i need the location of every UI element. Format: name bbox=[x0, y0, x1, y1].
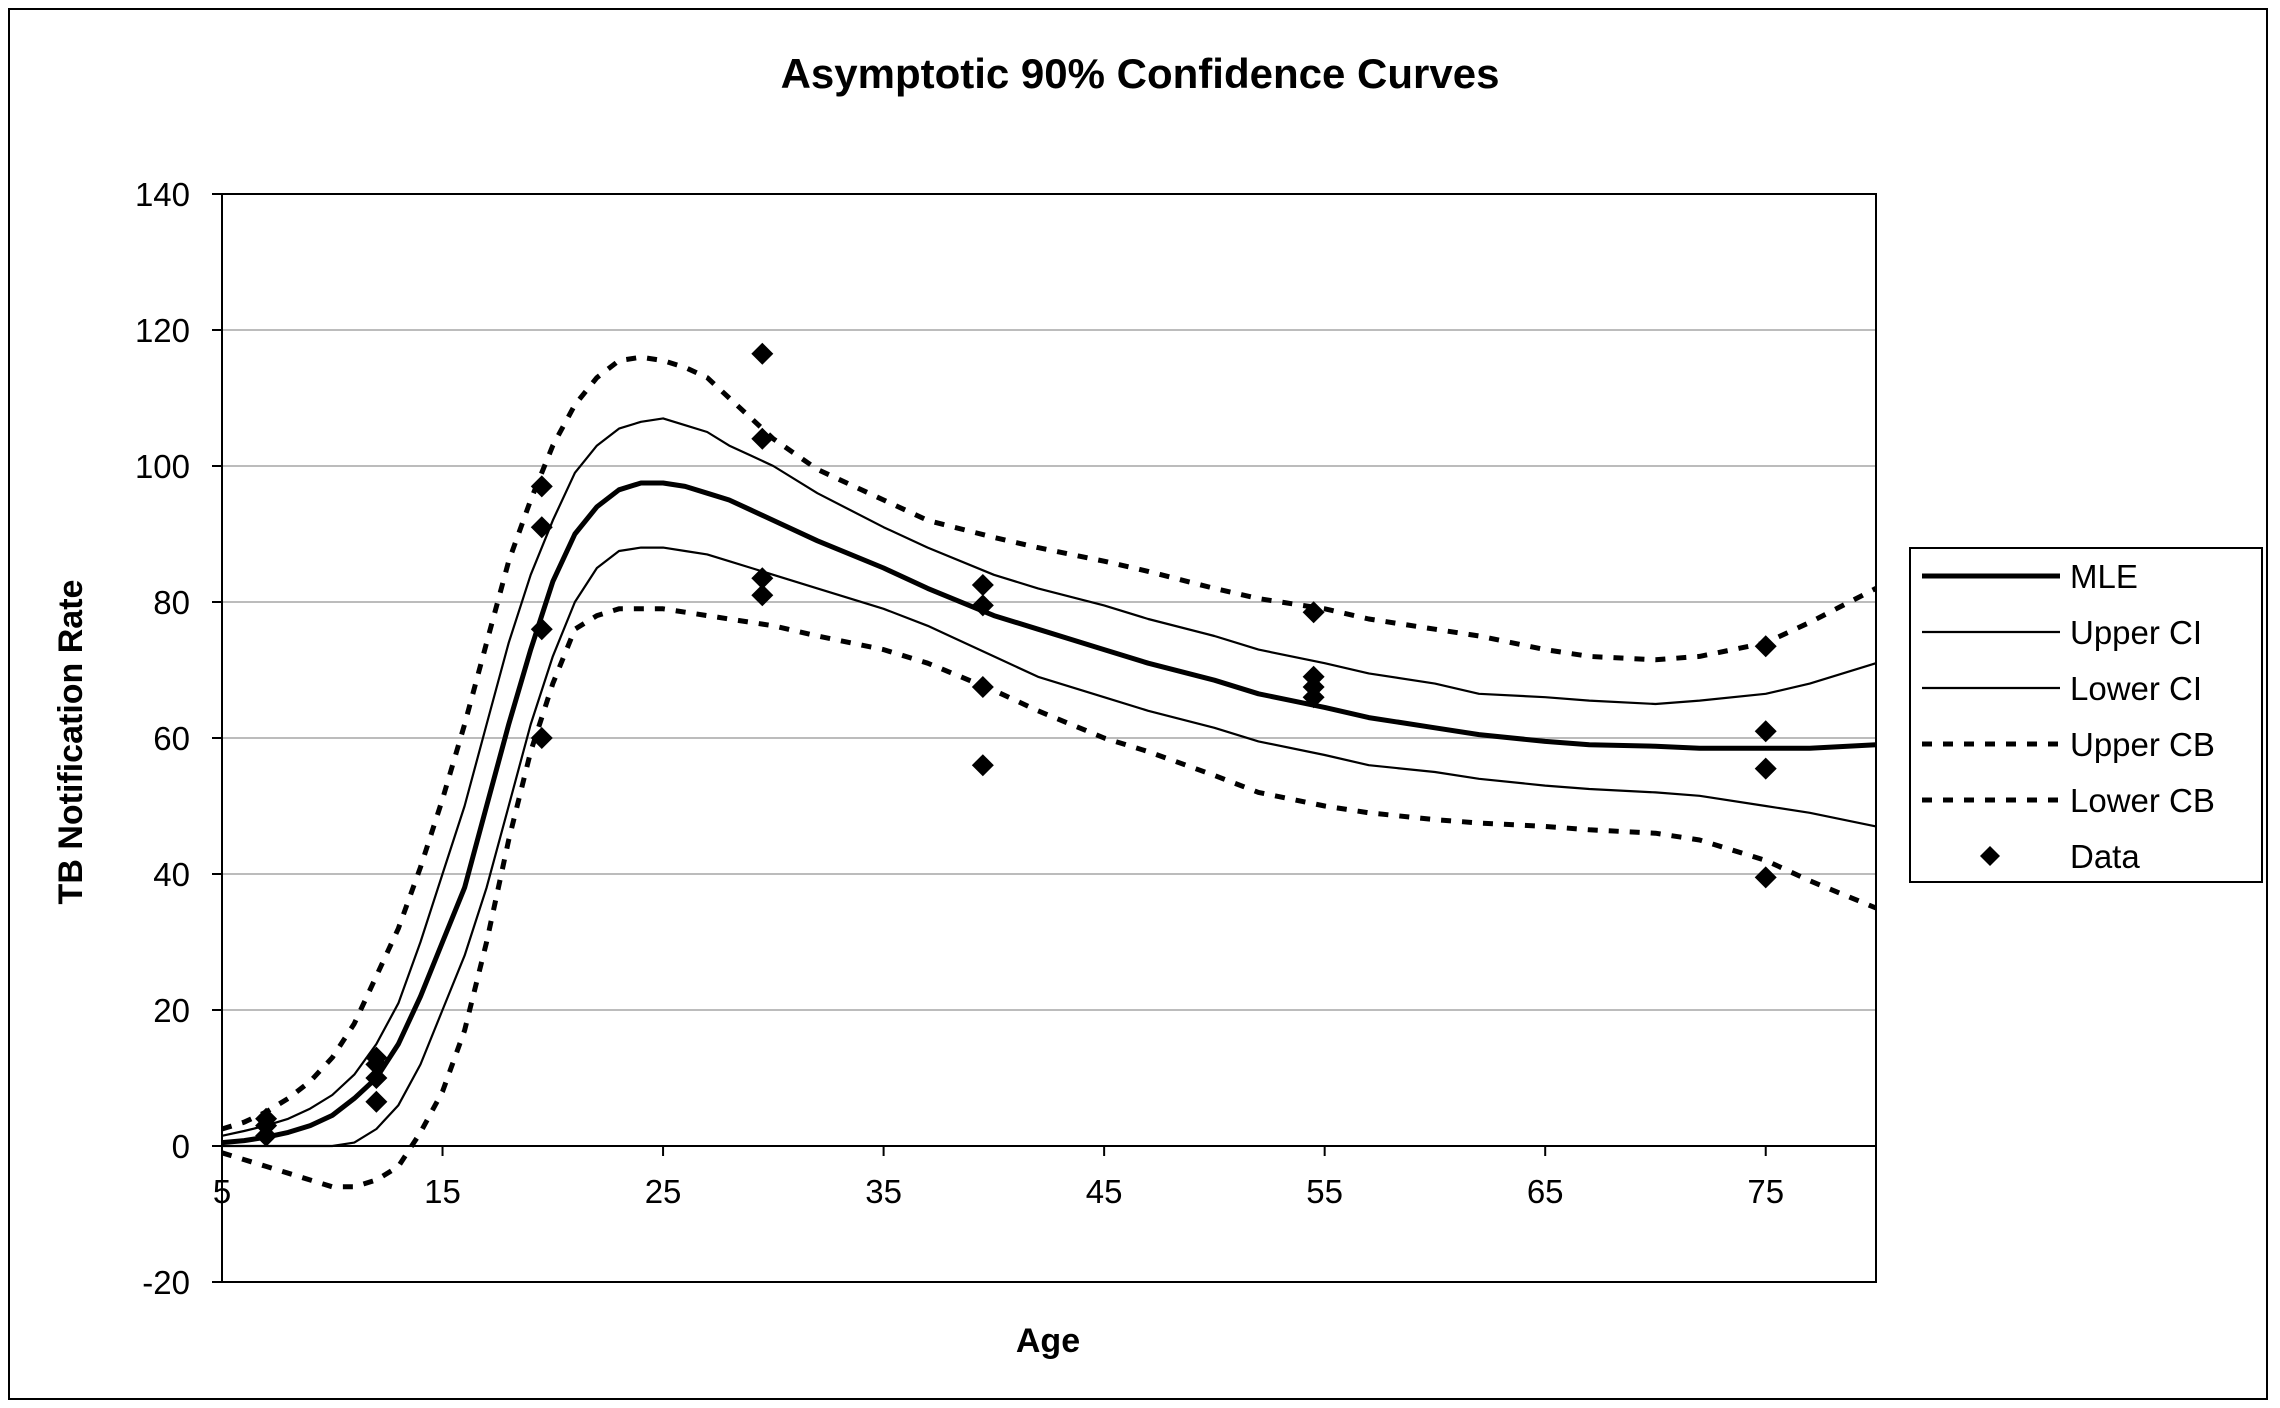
y-tick-label: 120 bbox=[135, 312, 190, 349]
plot-border bbox=[221, 193, 1877, 1283]
data-point bbox=[751, 342, 774, 365]
series-line-lower-ci bbox=[222, 546, 1877, 1148]
x-tick-label: 65 bbox=[1527, 1173, 1564, 1210]
chart-frame bbox=[8, 8, 2268, 1400]
data-point bbox=[365, 1090, 388, 1113]
data-point bbox=[1754, 866, 1777, 889]
y-tick-label: 100 bbox=[135, 448, 190, 485]
data-point bbox=[365, 1067, 388, 1089]
y-axis-title: TB Notification Rate bbox=[52, 580, 90, 905]
x-tick-label: 55 bbox=[1306, 1173, 1343, 1210]
legend-label-upper-ci: Upper CI bbox=[2070, 614, 2202, 651]
axes bbox=[212, 193, 1877, 1283]
data-point bbox=[971, 676, 994, 698]
y-tick-label: 140 bbox=[135, 176, 190, 213]
x-tick-label: 45 bbox=[1086, 1173, 1123, 1210]
legend-label-lower-cb: Lower CB bbox=[2070, 782, 2215, 819]
data-point bbox=[1302, 686, 1325, 709]
x-tick-label: 25 bbox=[645, 1173, 682, 1210]
series-line-mle bbox=[221, 480, 1877, 1146]
series-line-upper-ci bbox=[221, 417, 1877, 1137]
gridlines bbox=[222, 329, 1876, 1011]
x-tick-label: 35 bbox=[865, 1173, 902, 1210]
legend-box bbox=[1909, 547, 2263, 883]
series-layer bbox=[221, 342, 1878, 1190]
data-point bbox=[1754, 757, 1777, 780]
data-point bbox=[751, 584, 774, 607]
data-point bbox=[971, 574, 994, 596]
y-tick-label: 60 bbox=[153, 720, 190, 757]
data-point bbox=[530, 618, 553, 641]
legend-label-upper-cb: Upper CB bbox=[2070, 726, 2215, 763]
data-point bbox=[1754, 720, 1777, 743]
tick-labels: 140 120 100 80 60 40 20 0 -20 5 15 25 35 45 55 65 75 bbox=[135, 176, 1784, 1301]
legend-label-lower-ci: Lower CI bbox=[2070, 670, 2202, 707]
x-axis-title: Age bbox=[1016, 1322, 1080, 1360]
x-tick-label: 15 bbox=[424, 1173, 461, 1210]
legend-marker-data bbox=[1980, 846, 2000, 866]
legend-label-data: Data bbox=[2070, 838, 2140, 875]
data-point bbox=[751, 567, 774, 590]
chart-title: Asymptotic 90% Confidence Curves bbox=[781, 50, 1500, 97]
data-point bbox=[365, 1053, 388, 1076]
x-tick-label: 5 bbox=[213, 1173, 231, 1210]
data-point bbox=[530, 727, 553, 749]
data-point bbox=[971, 594, 994, 617]
data-point bbox=[1754, 635, 1777, 658]
y-tick-label: 20 bbox=[153, 992, 190, 1029]
data-point bbox=[971, 754, 994, 777]
data-point bbox=[1302, 601, 1325, 624]
data-point bbox=[530, 475, 553, 498]
y-tick-label: -20 bbox=[142, 1264, 190, 1301]
legend: MLE Upper CI Lower CI Upper CB Lower CB Data bbox=[1909, 547, 2263, 883]
data-point bbox=[751, 427, 774, 450]
y-tick-label: 0 bbox=[172, 1128, 190, 1165]
y-tick-label: 40 bbox=[153, 856, 190, 893]
data-point bbox=[255, 1124, 278, 1147]
series-line-lower-cb bbox=[221, 606, 1877, 1190]
legend-label-mle: MLE bbox=[2070, 558, 2138, 595]
x-tick-label: 75 bbox=[1747, 1173, 1784, 1210]
data-point bbox=[530, 516, 553, 539]
series-line-upper-cb bbox=[221, 354, 1878, 1132]
y-tick-label: 80 bbox=[153, 584, 190, 621]
